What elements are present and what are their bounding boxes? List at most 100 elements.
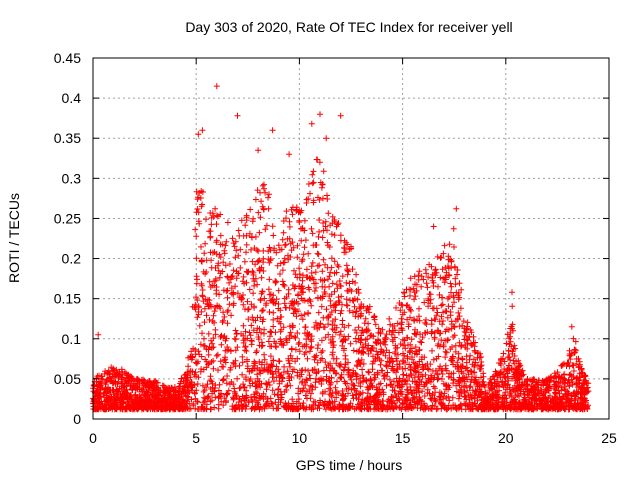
data-point bbox=[427, 300, 434, 307]
data-point bbox=[364, 384, 371, 391]
data-point bbox=[268, 343, 275, 350]
data-point bbox=[226, 279, 233, 286]
data-point bbox=[221, 333, 228, 340]
data-point bbox=[419, 388, 426, 395]
data-point bbox=[262, 226, 269, 233]
data-point bbox=[463, 359, 470, 366]
data-point bbox=[278, 313, 285, 320]
data-point bbox=[326, 398, 333, 405]
data-point bbox=[123, 389, 130, 396]
data-point bbox=[459, 356, 466, 363]
data-point bbox=[411, 296, 418, 303]
data-point bbox=[136, 386, 143, 393]
data-point bbox=[336, 362, 343, 369]
data-point bbox=[447, 280, 454, 287]
data-point bbox=[474, 394, 481, 401]
data-point bbox=[377, 406, 383, 413]
data-point bbox=[373, 348, 380, 355]
data-point bbox=[482, 384, 488, 390]
data-point bbox=[217, 232, 224, 239]
data-point bbox=[296, 217, 303, 224]
data-point bbox=[187, 368, 194, 374]
data-point bbox=[260, 268, 267, 274]
data-point bbox=[193, 188, 200, 195]
data-point bbox=[488, 386, 495, 393]
data-point bbox=[414, 317, 421, 324]
data-point bbox=[351, 303, 358, 310]
data-point bbox=[355, 380, 362, 386]
data-point bbox=[284, 235, 291, 242]
data-point bbox=[448, 289, 454, 296]
data-point bbox=[325, 321, 332, 328]
data-point bbox=[532, 395, 538, 402]
data-point bbox=[278, 394, 285, 401]
data-point bbox=[270, 309, 277, 316]
data-point bbox=[292, 333, 298, 340]
data-point bbox=[390, 378, 397, 385]
data-point bbox=[456, 382, 463, 389]
data-point bbox=[405, 323, 412, 330]
data-point bbox=[229, 235, 236, 242]
data-point bbox=[435, 353, 442, 360]
data-point bbox=[506, 341, 513, 348]
data-point bbox=[427, 296, 434, 303]
data-point bbox=[254, 246, 260, 253]
data-point bbox=[440, 318, 446, 324]
data-point bbox=[436, 291, 443, 298]
data-point bbox=[283, 208, 290, 215]
data-point bbox=[185, 394, 192, 401]
data-point bbox=[542, 403, 549, 410]
data-point bbox=[166, 397, 172, 403]
data-point bbox=[199, 287, 206, 293]
data-point bbox=[387, 358, 394, 365]
data-point bbox=[512, 392, 519, 399]
data-point bbox=[263, 380, 269, 387]
data-point bbox=[193, 233, 200, 240]
data-point bbox=[328, 392, 335, 399]
data-point bbox=[243, 279, 250, 286]
data-point bbox=[364, 345, 371, 352]
data-point bbox=[568, 323, 575, 330]
data-point bbox=[410, 285, 417, 292]
data-point bbox=[313, 156, 320, 163]
data-point bbox=[228, 312, 235, 319]
data-point bbox=[516, 393, 522, 400]
data-point bbox=[314, 345, 321, 352]
data-point bbox=[224, 273, 231, 280]
data-point bbox=[205, 393, 212, 400]
data-point bbox=[430, 356, 437, 363]
data-point bbox=[340, 406, 347, 413]
data-point bbox=[430, 283, 437, 289]
data-point bbox=[314, 294, 321, 301]
data-point bbox=[149, 405, 156, 412]
data-point bbox=[445, 253, 452, 260]
data-point bbox=[318, 303, 325, 310]
data-point bbox=[353, 271, 360, 278]
data-point bbox=[545, 395, 552, 401]
data-point bbox=[208, 378, 215, 385]
data-point bbox=[325, 377, 332, 384]
data-point bbox=[126, 374, 133, 381]
data-point bbox=[204, 300, 211, 307]
data-point bbox=[184, 384, 191, 391]
data-point bbox=[333, 223, 340, 230]
data-point bbox=[175, 396, 182, 403]
data-point bbox=[453, 406, 460, 413]
data-point bbox=[389, 323, 396, 329]
data-point bbox=[337, 237, 344, 244]
data-point bbox=[286, 373, 293, 380]
data-point bbox=[451, 324, 458, 331]
data-point bbox=[213, 352, 220, 359]
data-point bbox=[299, 256, 306, 263]
data-point bbox=[127, 392, 134, 399]
data-point bbox=[567, 352, 574, 359]
data-point bbox=[581, 405, 588, 412]
data-point bbox=[200, 298, 207, 305]
data-point bbox=[466, 334, 473, 341]
data-point bbox=[347, 400, 354, 407]
data-point bbox=[230, 289, 237, 296]
data-point bbox=[299, 367, 306, 374]
data-point bbox=[277, 307, 284, 314]
data-point bbox=[566, 363, 573, 370]
data-point bbox=[357, 383, 364, 390]
